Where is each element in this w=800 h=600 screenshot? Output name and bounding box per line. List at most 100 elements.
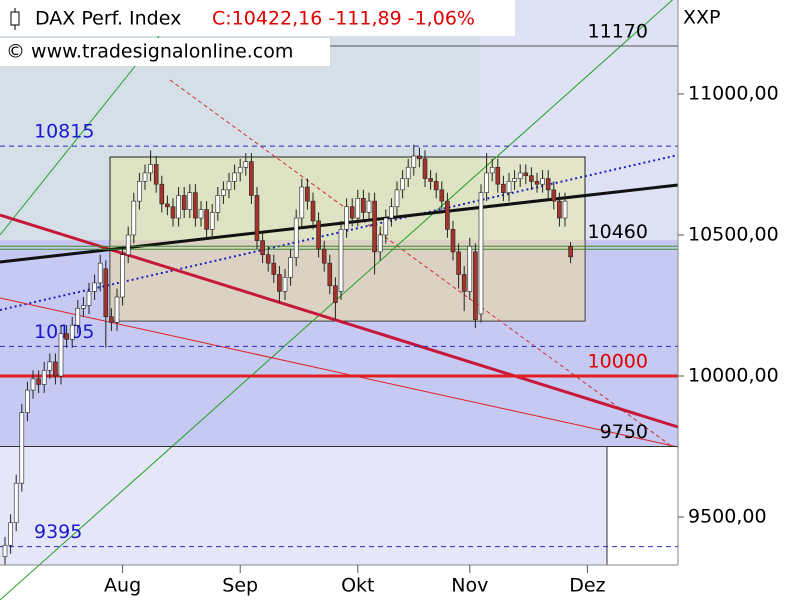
axes: 9500,00 10000,00 10500,00 11000,00 Aug Sep Okt… bbox=[104, 82, 779, 596]
candle-body bbox=[8, 522, 13, 546]
candle-body bbox=[366, 200, 372, 213]
candle-body bbox=[540, 178, 545, 185]
quote: C:10422,16 -111,89 -1,06% bbox=[212, 8, 475, 30]
candle-body bbox=[338, 229, 344, 292]
y-tick-label: 11000,00 bbox=[688, 82, 779, 104]
candle-body bbox=[394, 189, 400, 208]
candle-body bbox=[316, 220, 321, 250]
candle-body bbox=[305, 186, 310, 202]
candle-body bbox=[13, 482, 19, 523]
candle-body bbox=[81, 305, 86, 309]
candle-body bbox=[428, 178, 433, 182]
candle-body bbox=[181, 195, 187, 210]
candle-body bbox=[355, 198, 361, 219]
candle-body bbox=[53, 361, 58, 377]
symbol: XXP bbox=[683, 7, 721, 29]
candle-body bbox=[461, 274, 467, 292]
candle-body bbox=[209, 212, 215, 230]
zone bbox=[0, 447, 607, 565]
candle-body bbox=[142, 172, 148, 182]
candle-body bbox=[456, 251, 461, 275]
candle-body bbox=[103, 268, 109, 318]
candle-body bbox=[153, 164, 159, 185]
candle-body bbox=[417, 155, 422, 160]
candle-body bbox=[344, 206, 349, 230]
candle-body bbox=[64, 333, 69, 340]
candle-body bbox=[86, 291, 92, 306]
trend-line bbox=[169, 79, 671, 446]
candle-body bbox=[237, 166, 243, 174]
y-tick-label: 10000,00 bbox=[688, 365, 779, 387]
candle-body bbox=[288, 257, 293, 278]
candle-body bbox=[92, 282, 97, 292]
candle-body bbox=[333, 285, 338, 303]
candle-body bbox=[30, 378, 36, 391]
candle-body bbox=[204, 209, 209, 230]
candle-body bbox=[137, 181, 142, 202]
candle-body bbox=[36, 378, 41, 385]
candle-body bbox=[473, 251, 478, 320]
candle-body bbox=[109, 316, 114, 323]
candle-body bbox=[170, 206, 176, 219]
candle-body bbox=[243, 161, 249, 168]
copyright: © www.tradesignalonline.com bbox=[6, 41, 293, 63]
candle-body bbox=[445, 200, 450, 230]
zone bbox=[607, 447, 678, 565]
candle-body bbox=[148, 164, 153, 174]
candle-body bbox=[361, 198, 366, 213]
candle-body bbox=[114, 296, 120, 323]
candle-body bbox=[568, 245, 573, 258]
candle-body bbox=[327, 262, 333, 287]
candle-body bbox=[478, 192, 484, 315]
trend-line bbox=[0, 0, 674, 600]
y-tick-label: 10500,00 bbox=[688, 223, 779, 245]
candle-body bbox=[299, 186, 305, 219]
candle-body bbox=[512, 178, 517, 182]
candle-body bbox=[69, 324, 75, 340]
candle-body bbox=[562, 200, 568, 219]
candle-body bbox=[187, 192, 193, 210]
trend-line bbox=[0, 297, 679, 448]
trend-line bbox=[0, 154, 679, 311]
candle-body bbox=[383, 217, 389, 236]
candle-body bbox=[265, 254, 271, 264]
y-tick-label: 9500,00 bbox=[688, 506, 767, 528]
level-label: 10000 bbox=[588, 351, 648, 373]
candle-body bbox=[277, 274, 282, 292]
candle-body bbox=[506, 181, 512, 193]
candle-body bbox=[557, 200, 562, 219]
candle-body bbox=[120, 254, 125, 298]
candle-body bbox=[198, 209, 204, 219]
candle-body bbox=[2, 544, 8, 557]
level-label: 11170 bbox=[588, 20, 648, 42]
candle-body bbox=[47, 361, 53, 371]
candle-body bbox=[176, 195, 181, 219]
candle-body bbox=[467, 245, 473, 292]
candle-body bbox=[125, 234, 131, 256]
candle-body bbox=[545, 178, 551, 191]
candle-body bbox=[523, 172, 529, 177]
candle-body bbox=[551, 189, 557, 202]
level-label: 9395 bbox=[34, 521, 82, 543]
candle-body bbox=[529, 175, 534, 182]
level-label: 9750 bbox=[600, 421, 648, 443]
candle-body bbox=[501, 183, 506, 193]
candle-body bbox=[372, 200, 377, 253]
candle-body bbox=[293, 217, 299, 258]
candles bbox=[2, 144, 573, 565]
candle-body bbox=[450, 229, 456, 253]
candle-body bbox=[310, 200, 316, 222]
level-label: 10460 bbox=[588, 221, 648, 243]
candle-body bbox=[97, 262, 103, 284]
candle-body bbox=[165, 203, 170, 208]
candle-body bbox=[254, 195, 260, 241]
candle-body bbox=[232, 172, 237, 182]
candle-body bbox=[489, 166, 495, 174]
candle-body bbox=[19, 412, 25, 484]
candle-body bbox=[377, 234, 383, 253]
candle-body bbox=[41, 370, 47, 385]
copyright-box bbox=[0, 38, 330, 66]
candle-body bbox=[517, 172, 523, 179]
